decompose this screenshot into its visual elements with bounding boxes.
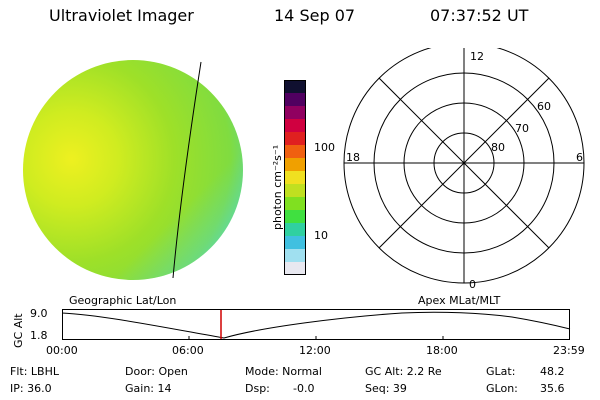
glat-value: 48.2 xyxy=(540,365,565,378)
time-tick-2359: 23:59 xyxy=(553,344,585,357)
dsp-value: -0.0 xyxy=(293,382,315,395)
app-title: Ultraviolet Imager xyxy=(49,6,194,25)
altitude-curve xyxy=(62,311,571,339)
colorbar-stripe xyxy=(284,262,306,275)
glon-value: 35.6 xyxy=(540,382,565,395)
colorbar-stripe xyxy=(284,236,306,249)
dsp-label: Dsp: xyxy=(245,382,270,395)
geographic-label: Geographic Lat/Lon xyxy=(69,294,177,307)
colorbar-stripe xyxy=(284,184,306,197)
glon-label: GLon: xyxy=(486,382,518,395)
time-tick-1800: 18:00 xyxy=(426,344,458,357)
colorbar-stripe xyxy=(284,210,306,223)
colorbar-stripe xyxy=(284,249,306,262)
altitude-tick-high: 9.0 xyxy=(30,307,48,320)
colorbar-stripe xyxy=(284,119,306,132)
mlt-label-0: 0 xyxy=(469,278,476,291)
colorbar-stripe xyxy=(284,132,306,145)
seq-info: Seq: 39 xyxy=(365,382,407,395)
mode-info: Mode: Normal xyxy=(245,365,322,378)
time-tick-1200: 12:00 xyxy=(299,344,331,357)
date-label: 14 Sep 07 xyxy=(274,6,356,25)
mlt-label-18: 18 xyxy=(346,151,360,164)
disk-limb xyxy=(23,60,243,280)
colorbar-stripe xyxy=(284,197,306,210)
colorbar-stripe xyxy=(284,158,306,171)
ip-info: IP: 36.0 xyxy=(10,382,52,395)
time-label: 07:37:52 UT xyxy=(430,6,529,25)
colorbar-stripe xyxy=(284,93,306,106)
time-tick-0600: 06:00 xyxy=(172,344,204,357)
filter-info: Flt: LBHL xyxy=(10,365,59,378)
altitude-tick-low: 1.8 xyxy=(30,329,48,342)
lat-label-80: 80 xyxy=(491,141,505,154)
altitude-plot-frame xyxy=(62,309,570,340)
colorbar-stripe xyxy=(284,223,306,236)
terminator-line xyxy=(172,61,202,279)
colorbar-tick-100: 100 xyxy=(314,141,335,154)
polar-mlt-plot: 12 18 6 0 60 70 80 xyxy=(343,48,585,291)
apex-label: Apex MLat/MLT xyxy=(418,294,501,307)
colorbar-stripe xyxy=(284,145,306,158)
gc-alt-info: GC Alt: 2.2 Re xyxy=(365,365,442,378)
altitude-ylabel: GC Alt xyxy=(12,313,25,348)
colorbar-stripe xyxy=(284,80,306,93)
earth-disk-image xyxy=(23,60,243,280)
colorbar-stripe xyxy=(284,171,306,184)
colorbar xyxy=(284,80,306,275)
colorbar-tick-10: 10 xyxy=(314,229,328,242)
gain-info: Gain: 14 xyxy=(125,382,172,395)
door-info: Door: Open xyxy=(125,365,188,378)
colorbar-unit-label: photon cm⁻²s⁻¹ xyxy=(271,144,284,230)
lat-label-60: 60 xyxy=(537,100,551,113)
mlt-label-12: 12 xyxy=(470,50,484,63)
glat-label: GLat: xyxy=(486,365,516,378)
altitude-plot xyxy=(62,309,571,340)
mlt-label-6: 6 xyxy=(576,151,583,164)
time-tick-0000: 00:00 xyxy=(46,344,78,357)
colorbar-stripe xyxy=(284,106,306,119)
lat-label-70: 70 xyxy=(515,122,529,135)
